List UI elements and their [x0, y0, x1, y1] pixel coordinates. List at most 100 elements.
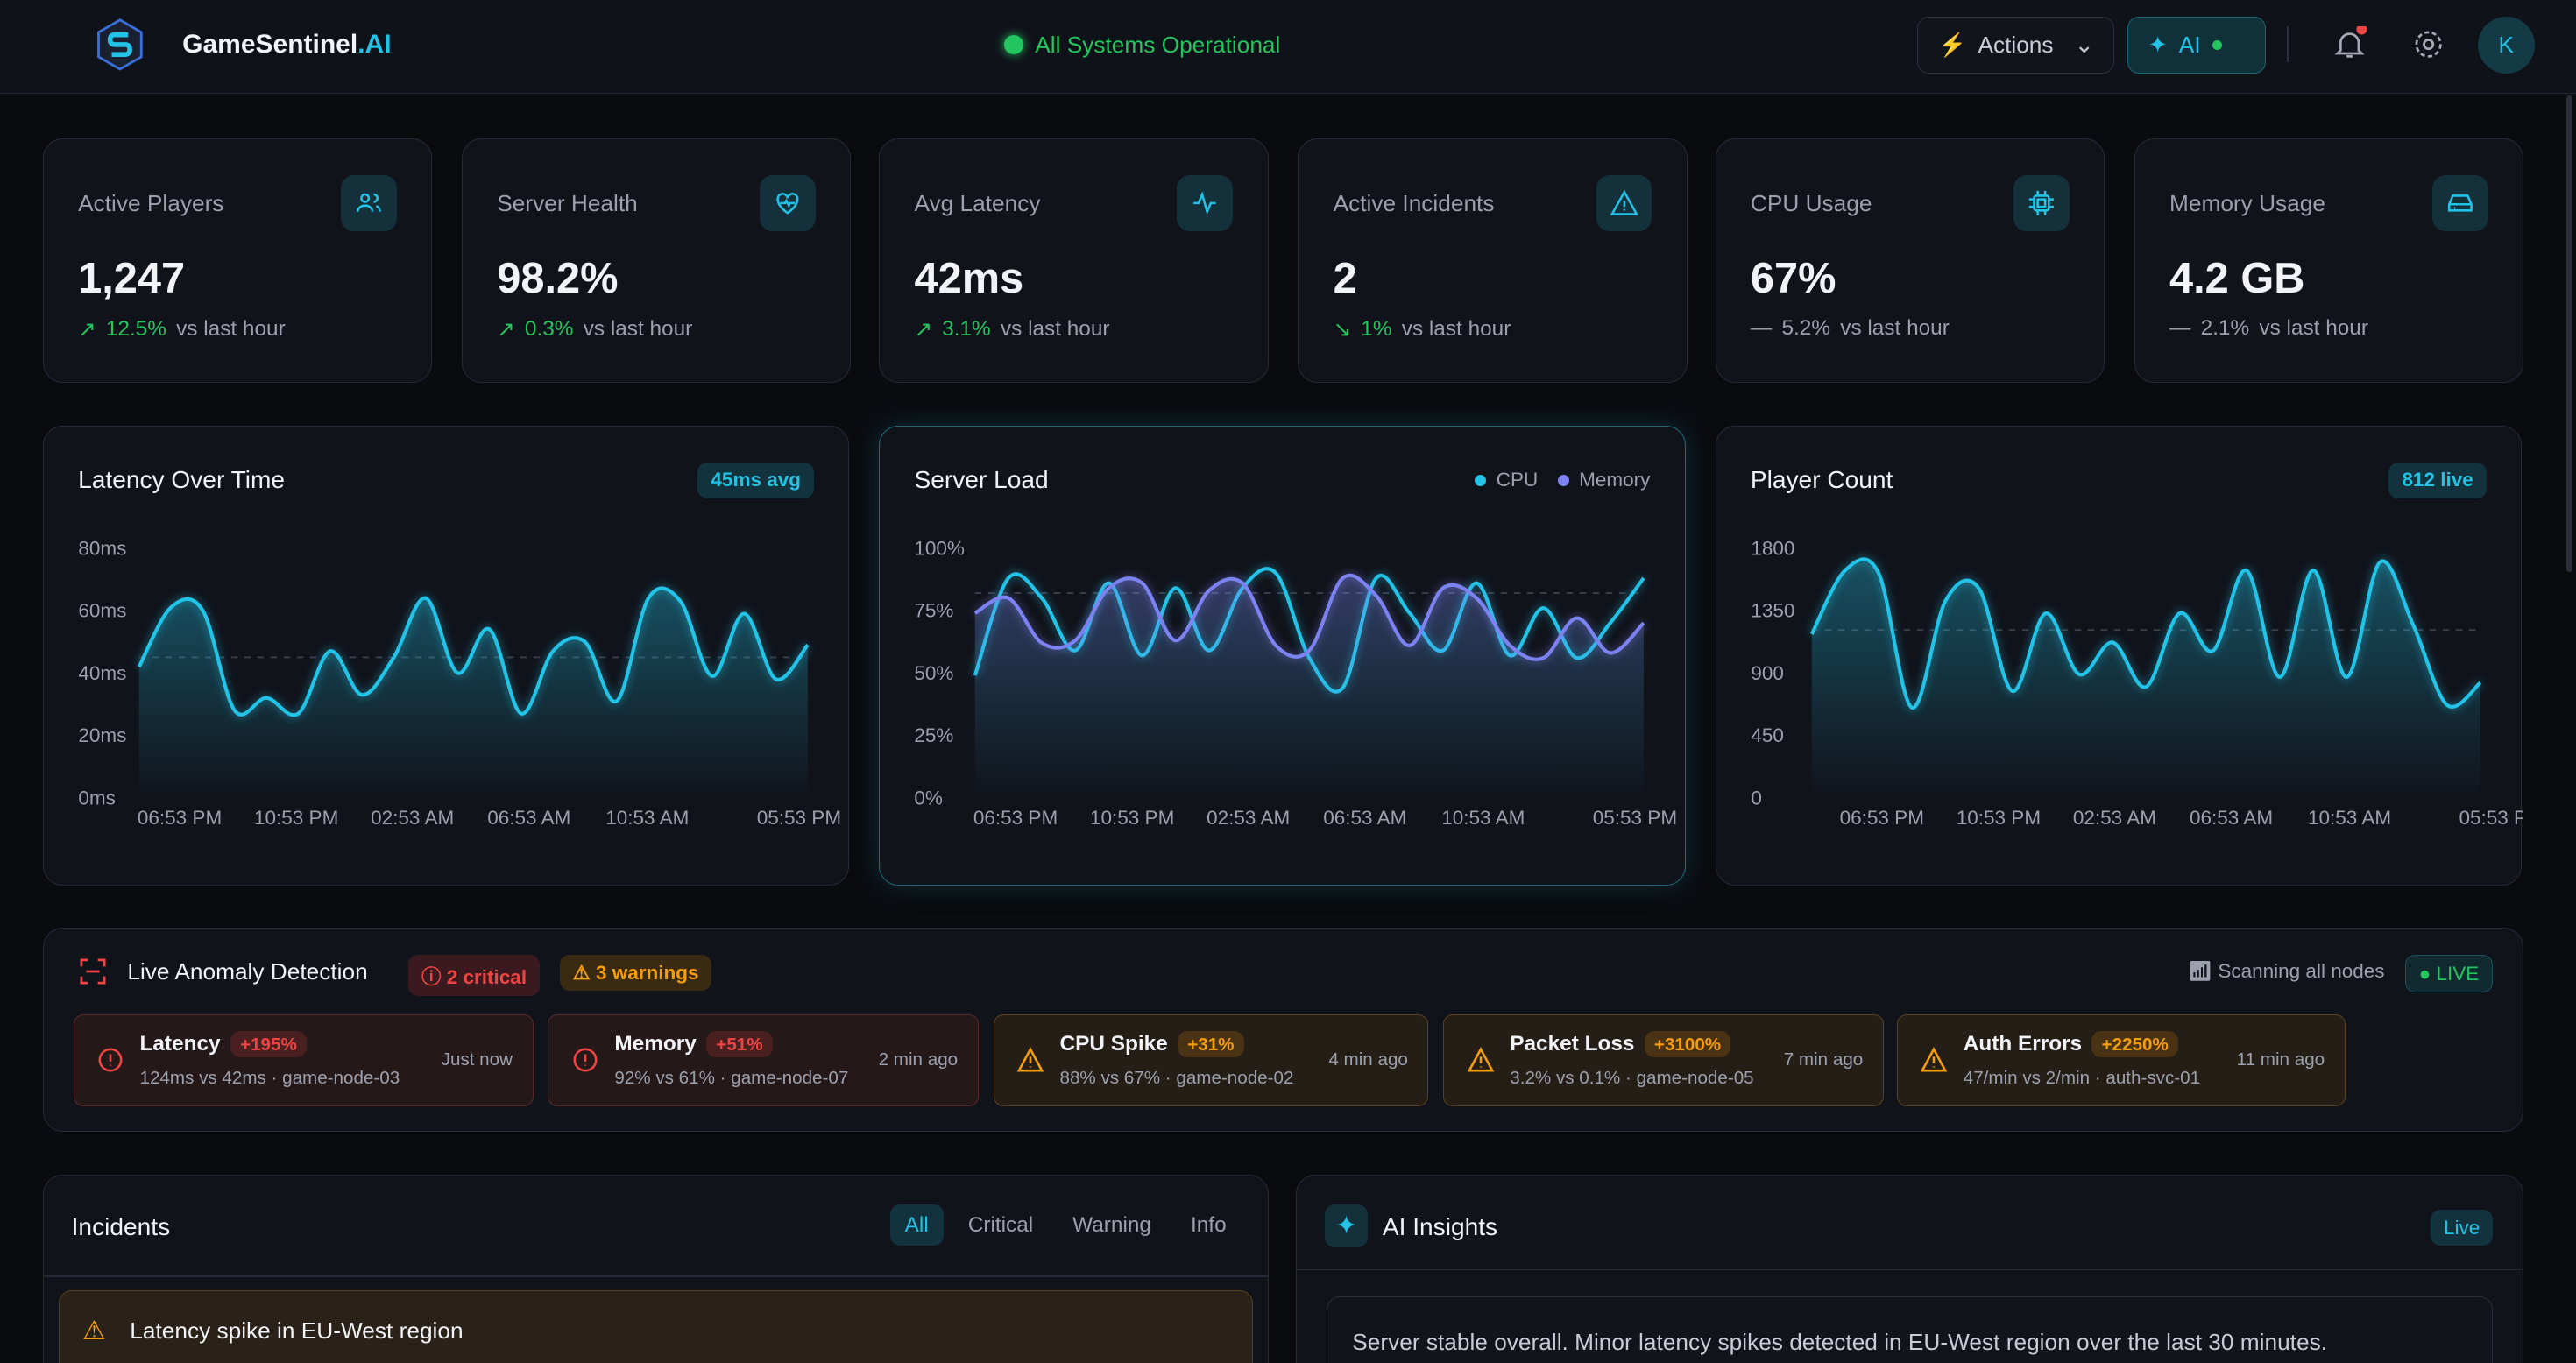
incident-item[interactable]: ⚠ Latency spike in EU-West region [58, 1289, 1253, 1363]
cpu-icon [2013, 174, 2070, 231]
top-header: GameSentinel.AI All Systems Operational … [0, 0, 2576, 94]
warning-icon: ⚠ [81, 1317, 106, 1345]
x-tick-label: 05:53 PM [1593, 806, 1677, 828]
x-tick-label: 10:53 PM [254, 806, 338, 828]
anomaly-detail: 124ms vs 42ms · game-node-03 [139, 1067, 400, 1088]
scanning-text: Scanning all nodes [2218, 960, 2385, 982]
actions-button[interactable]: ⚡ Actions ⌄ [1917, 16, 2115, 74]
series-area [974, 575, 1644, 798]
x-tick-label: 06:53 PM [138, 806, 222, 828]
y-tick-label: 0ms [78, 787, 116, 809]
tab-critical[interactable]: Critical [967, 1212, 1034, 1237]
anomaly-card[interactable]: Auth Errors +2250% 47/min vs 2/min · auth… [1896, 1013, 2346, 1106]
y-tick-label: 450 [1751, 724, 1784, 746]
insight-text: Server stable overall. Minor latency spi… [1352, 1329, 2327, 1355]
anomaly-percent: +31% [1177, 1030, 1244, 1058]
chart-legend: CPU Memory [1475, 469, 1650, 491]
bell-icon[interactable] [2332, 26, 2367, 62]
heart-pulse-icon [760, 174, 816, 231]
stat-label: Active Players [78, 189, 224, 216]
status-text: All Systems Operational [1035, 31, 1281, 58]
insights-live-badge: Live [2430, 1210, 2494, 1246]
chart-plot: 0% 25% 50% 75% 100% 06:53 PM 10:53 PM 02:53 AM 0… [915, 537, 1678, 829]
x-tick-label: 02:53 AM [1207, 806, 1290, 828]
gear-icon[interactable] [2410, 26, 2446, 62]
actions-label: Actions [1978, 32, 2054, 59]
stat-label: Server Health [497, 189, 638, 216]
chart-title: Latency Over Time [78, 465, 286, 493]
alert-triangle-icon [1596, 174, 1652, 231]
anomaly-time: Just now [441, 1049, 513, 1070]
stat-value: 98.2% [497, 254, 619, 302]
anomaly-name-text: CPU Spike [1059, 1031, 1168, 1056]
stat-change-value: 0.3% [524, 317, 574, 341]
stat-change: ↘ 1% vs last hour [1334, 316, 1511, 343]
series-area [138, 588, 808, 798]
stat-change: ↗ 3.1% vs last hour [915, 316, 1110, 343]
stat-change-value: 12.5% [105, 317, 166, 341]
trend-up-icon: ↗ [497, 318, 515, 342]
scrollbar[interactable] [2565, 95, 2573, 572]
stat-change: — 5.2% vs last hour [1751, 316, 1950, 341]
scanning-status: 📶︎ Scanning all nodes [2188, 960, 2385, 983]
divider [43, 1275, 1268, 1277]
lightning-icon: ⚡ [1937, 32, 1967, 59]
divider [1297, 1268, 2523, 1271]
x-tick-label: 06:53 PM [1839, 806, 1923, 828]
trend-up-icon: ↗ [914, 318, 932, 342]
critical-badge: ⓘ 2 critical [408, 955, 541, 997]
y-tick-label: 40ms [78, 661, 126, 683]
stat-change-suffix: vs last hour [176, 317, 286, 341]
x-tick-label: 06:53 AM [2190, 806, 2273, 828]
anomaly-detail: 88% vs 67% · game-node-02 [1059, 1067, 1294, 1088]
tab-warning[interactable]: Warning [1072, 1212, 1151, 1237]
series-line-memory [973, 573, 1645, 661]
warnings-badge: ⚠ 3 warnings [559, 955, 712, 992]
anomaly-name-text: Memory [614, 1031, 697, 1056]
stat-label: Avg Latency [914, 189, 1041, 216]
anomaly-card[interactable]: Packet Loss +3100% 3.2% vs 0.1% · game-no… [1443, 1013, 1884, 1106]
stat-label: Memory Usage [2169, 189, 2325, 216]
anomaly-detail: 47/min vs 2/min · auth-svc-01 [1963, 1067, 2201, 1088]
series-line [1809, 557, 2481, 710]
stat-change: ↗ 0.3% vs last hour [497, 316, 692, 343]
stat-card: CPU Usage 67% — 5.2% vs last hour [1715, 138, 2105, 383]
anomaly-name-text: Auth Errors [1963, 1031, 2083, 1056]
ai-button[interactable]: ✦ AI [2127, 16, 2266, 74]
anomaly-time: 11 min ago [2236, 1049, 2325, 1070]
users-icon [341, 174, 397, 231]
stat-label: CPU Usage [1750, 189, 1872, 216]
stat-card: Active Players 1,247 ↗ 12.5% vs last hour [42, 138, 433, 383]
stat-change-suffix: vs last hour [1000, 317, 1110, 341]
y-tick-label: 60ms [78, 599, 126, 621]
warning-icon [1467, 1046, 1494, 1071]
stat-card: Memory Usage 4.2 GB — 2.1% vs last hour [2134, 138, 2523, 383]
stat-card: Active Incidents 2 ↘ 1% vs last hour [1298, 138, 1688, 383]
y-tick-label: 100% [915, 537, 966, 559]
x-tick-label: 10:53 AM [1441, 806, 1525, 828]
anomaly-panel: Live Anomaly Detection ⓘ 2 critical ⚠ 3 … [42, 928, 2523, 1132]
x-tick-label: 02:53 AM [371, 806, 454, 828]
stat-change-suffix: vs last hour [1401, 317, 1511, 341]
trend-flat-icon: — [2169, 316, 2191, 340]
avatar[interactable]: K [2477, 16, 2536, 74]
stat-value: 42ms [914, 254, 1024, 302]
anomaly-card[interactable]: Latency +195% 124ms vs 42ms · game-node-0… [73, 1013, 534, 1106]
stat-change-value: 2.1% [2200, 316, 2250, 340]
y-tick-label: 0 [1751, 787, 1762, 809]
anomaly-card[interactable]: Memory +51% 92% vs 61% · game-node-07 2 m… [548, 1013, 979, 1106]
anomaly-detail: 3.2% vs 0.1% · game-node-05 [1510, 1067, 1754, 1088]
anomaly-name: CPU Spike +31% [1059, 1030, 1244, 1058]
legend-item: CPU [1475, 469, 1538, 491]
incident-title: Latency spike in EU-West region [130, 1317, 464, 1344]
incidents-title: Incidents [71, 1212, 171, 1240]
tab-info[interactable]: Info [1190, 1212, 1227, 1237]
stat-change: — 2.1% vs last hour [2169, 316, 2368, 341]
anomaly-card[interactable]: CPU Spike +31% 88% vs 67% · game-node-02 … [993, 1013, 1429, 1106]
stat-change: ↗ 12.5% vs last hour [78, 316, 286, 343]
stat-value: 2 [1333, 254, 1357, 302]
anomaly-percent: +3100% [1644, 1030, 1731, 1058]
chart-badge: 45ms avg [697, 462, 814, 498]
tab-all[interactable]: All [889, 1204, 944, 1246]
y-tick-label: 75% [915, 599, 954, 621]
